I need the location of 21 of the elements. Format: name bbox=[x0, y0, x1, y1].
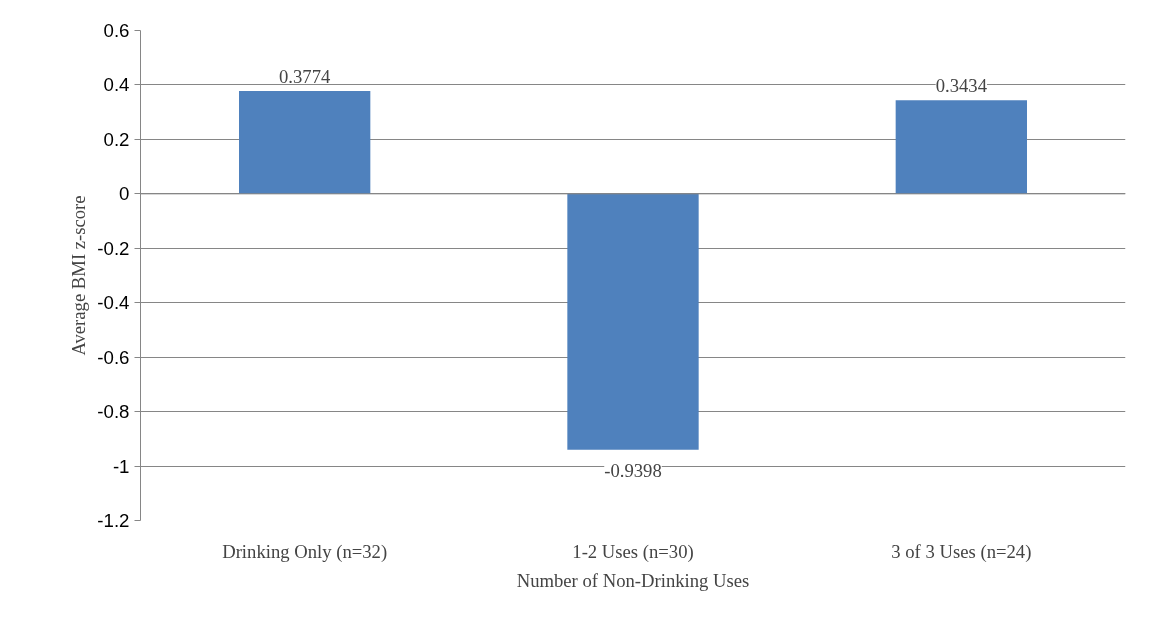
data-label: 0.3434 bbox=[935, 75, 988, 97]
bar bbox=[567, 193, 699, 450]
y-tick-label: 0.4 bbox=[103, 74, 130, 96]
y-tick-label: -0.2 bbox=[97, 237, 130, 259]
y-tick-label: -1 bbox=[112, 455, 130, 477]
y-axis-title: Average BMI z-score bbox=[68, 195, 90, 356]
x-tick-label: Drinking Only (n=32) bbox=[222, 540, 388, 563]
bar bbox=[239, 91, 371, 194]
y-tick-label: -1.2 bbox=[97, 510, 130, 531]
y-tick-label: -0.6 bbox=[97, 346, 130, 368]
y-tick-label: 0.2 bbox=[103, 128, 130, 150]
data-label: 0.3774 bbox=[279, 66, 331, 88]
y-tick-label: -0.4 bbox=[97, 292, 130, 314]
x-axis-title: Number of Non-Drinking Uses bbox=[516, 569, 750, 591]
y-tick-label: -0.8 bbox=[97, 401, 130, 423]
y-tick-label: 0 bbox=[119, 183, 130, 205]
bar bbox=[895, 100, 1027, 194]
x-tick-label: 1-2 Uses (n=30) bbox=[572, 540, 694, 563]
x-tick-label: 3 of 3 Uses (n=24) bbox=[891, 540, 1032, 563]
y-tick-label: 0.6 bbox=[103, 20, 130, 41]
data-label: -0.9398 bbox=[604, 459, 662, 481]
